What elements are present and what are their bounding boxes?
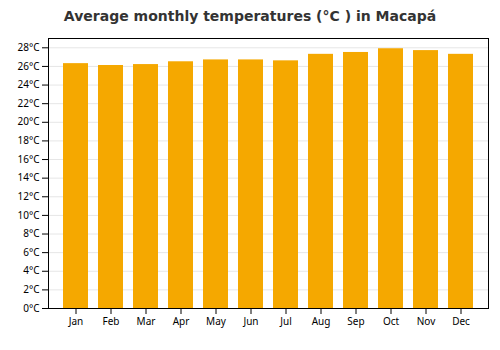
svg-text:Aug: Aug xyxy=(312,314,331,328)
html-text:Average monthly temperatures (: Average monthly temperatures (°C ) in Ma… xyxy=(63,8,437,24)
svg-text:0°C: 0°C xyxy=(23,301,40,315)
svg-text:22°C: 22°C xyxy=(17,96,40,110)
svg-text:8°C: 8°C xyxy=(23,226,40,240)
svg-text:16°C: 16°C xyxy=(17,152,40,166)
svg-text:24°C: 24°C xyxy=(17,77,40,91)
svg-text:14°C: 14°C xyxy=(17,170,40,184)
svg-text:Apr: Apr xyxy=(173,314,190,328)
svg-text:Jun: Jun xyxy=(242,314,258,328)
svg-text:28°C: 28°C xyxy=(17,40,40,54)
svg-text:Dec: Dec xyxy=(452,314,470,328)
svg-text:18°C: 18°C xyxy=(17,133,40,147)
svg-text:Oct: Oct xyxy=(383,314,400,328)
svg-text:Nov: Nov xyxy=(417,314,436,328)
svg-text:12°C: 12°C xyxy=(17,189,40,203)
svg-text:2°C: 2°C xyxy=(23,282,40,296)
svg-text:Feb: Feb xyxy=(103,314,120,328)
svg-text:4°C: 4°C xyxy=(23,263,40,277)
svg-text:20°C: 20°C xyxy=(17,114,40,128)
svg-text:10°C: 10°C xyxy=(17,208,40,222)
svg-text:Sep: Sep xyxy=(347,314,364,328)
svg-text:26°C: 26°C xyxy=(17,59,40,73)
svg-text:May: May xyxy=(206,314,227,328)
svg-text:Jan: Jan xyxy=(68,314,84,328)
svg-text:6°C: 6°C xyxy=(23,245,40,259)
svg-text:Jul: Jul xyxy=(279,314,292,328)
svg-text:Mar: Mar xyxy=(137,314,156,328)
